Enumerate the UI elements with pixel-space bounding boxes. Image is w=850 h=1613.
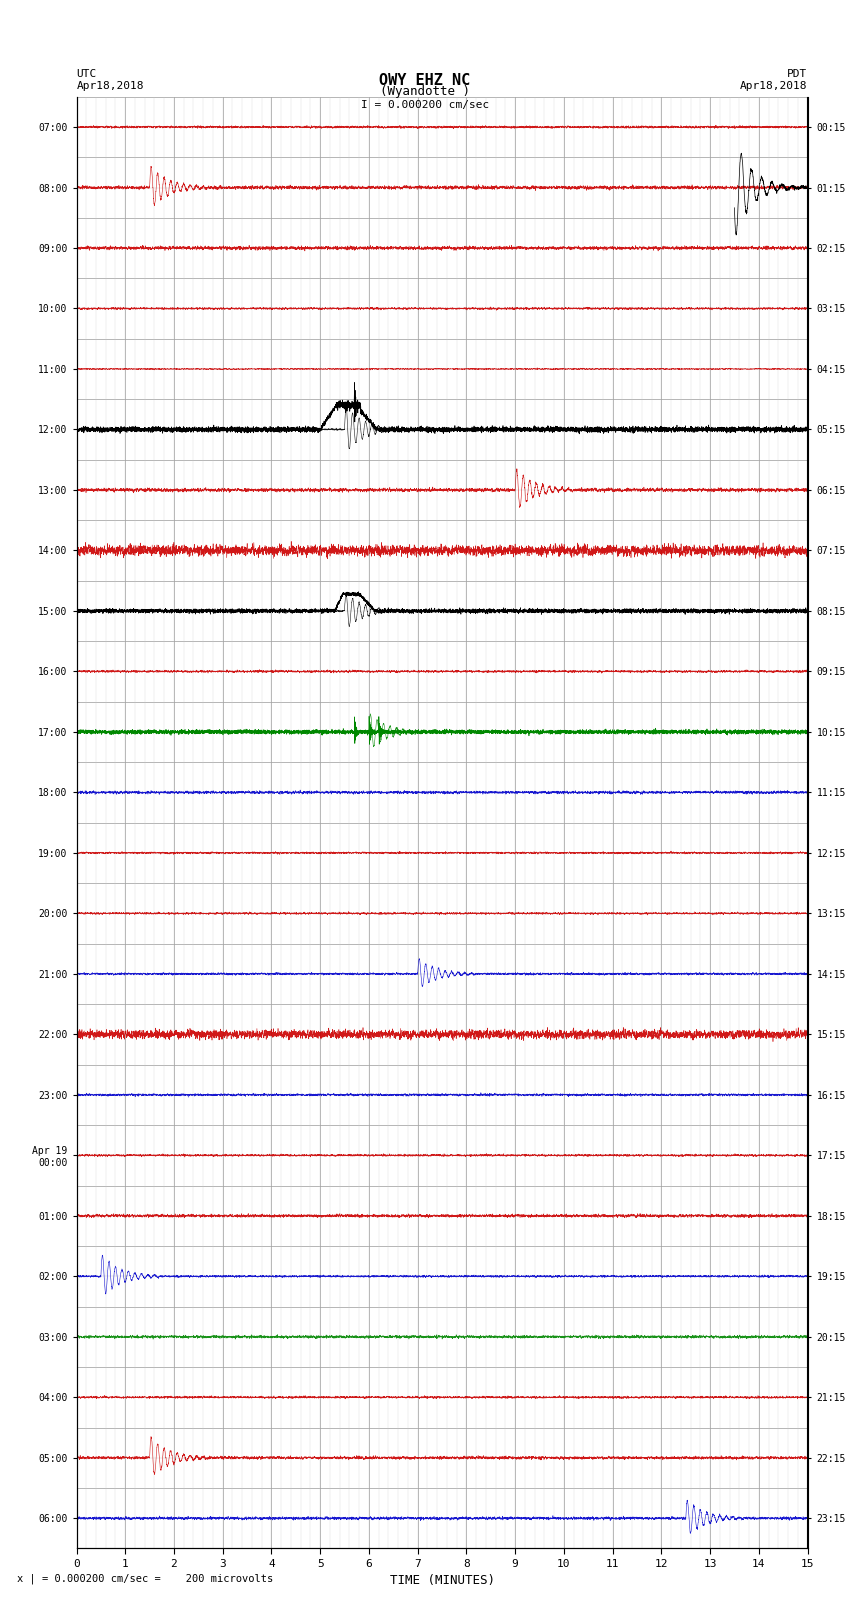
Text: OWY EHZ NC: OWY EHZ NC <box>379 73 471 87</box>
X-axis label: TIME (MINUTES): TIME (MINUTES) <box>389 1574 495 1587</box>
Text: UTC: UTC <box>76 69 97 79</box>
Text: PDT: PDT <box>787 69 808 79</box>
Text: Apr18,2018: Apr18,2018 <box>740 81 808 90</box>
Text: x | = 0.000200 cm/sec =    200 microvolts: x | = 0.000200 cm/sec = 200 microvolts <box>17 1573 273 1584</box>
Text: I = 0.000200 cm/sec: I = 0.000200 cm/sec <box>361 100 489 110</box>
Text: (Wyandotte ): (Wyandotte ) <box>380 85 470 98</box>
Text: Apr18,2018: Apr18,2018 <box>76 81 144 90</box>
